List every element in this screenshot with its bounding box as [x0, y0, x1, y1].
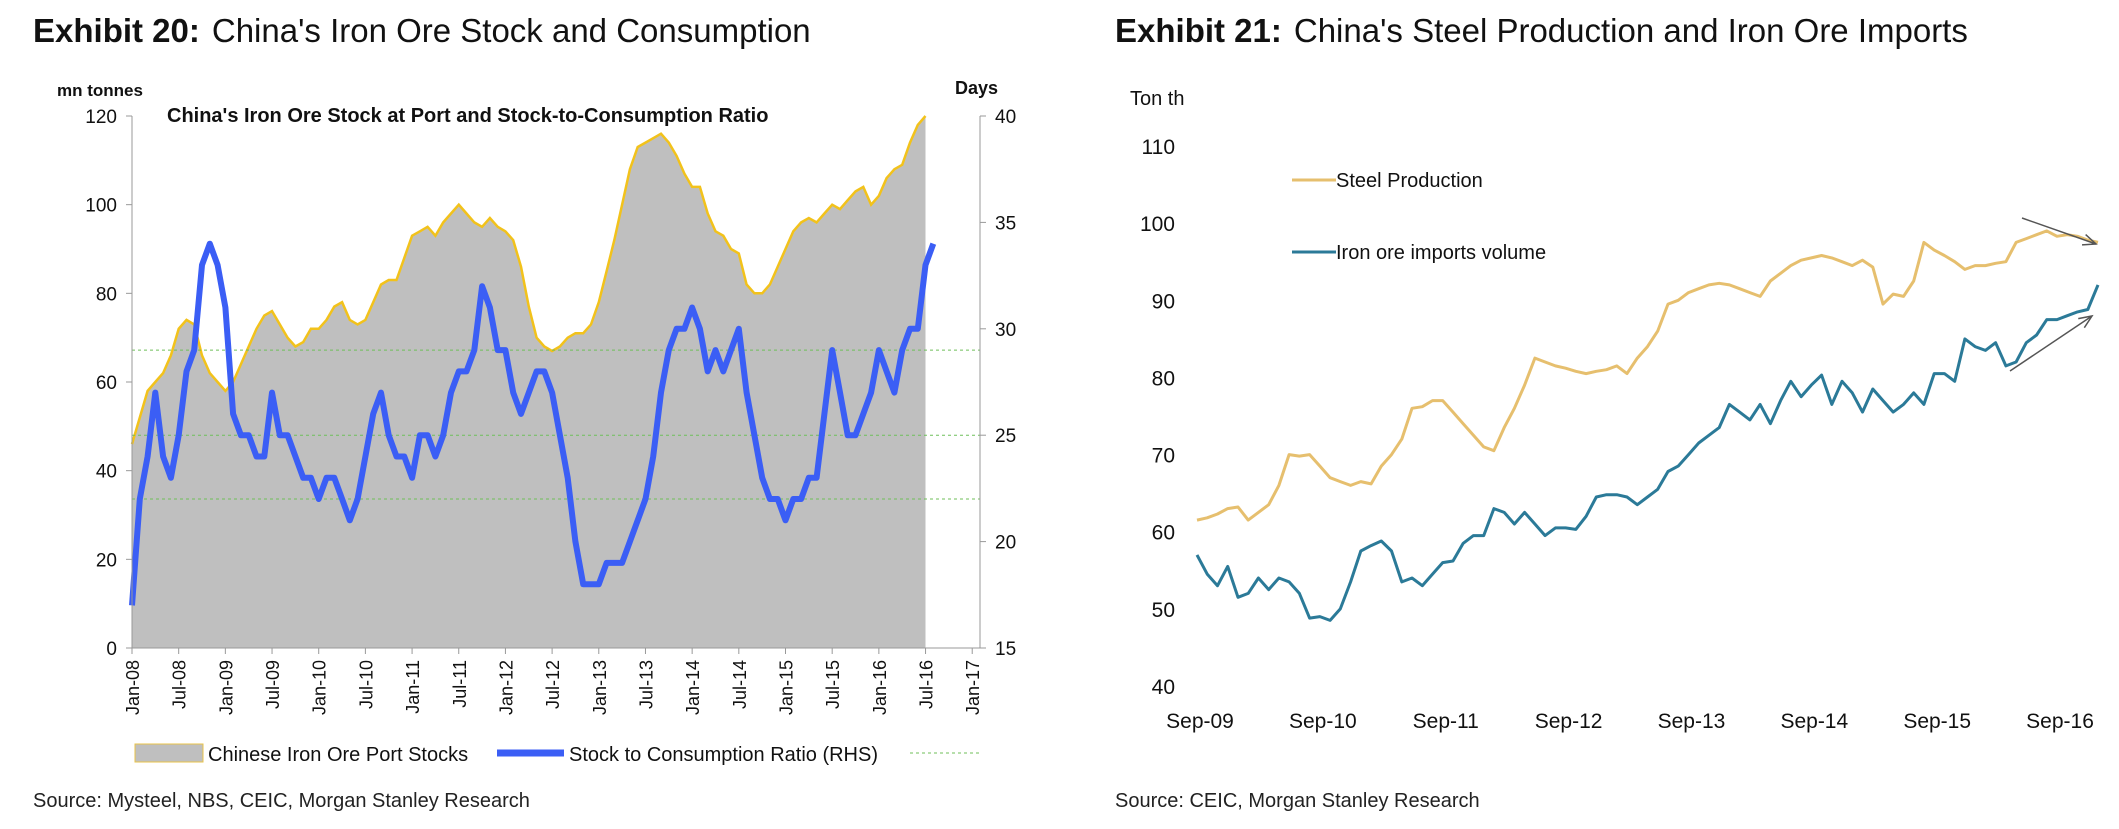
x-tick-label: Sep-12: [1535, 710, 1603, 733]
x-tick-label: Jan-11: [403, 660, 423, 714]
y-tick-label-left: 20: [96, 550, 117, 571]
steel-production-chart: 40 50 60 70 80 90 100 110 Sep-09 Sep-10 Sep-11 Sep-…: [1130, 88, 2100, 733]
x-tick-label: Sep-11: [1413, 710, 1479, 733]
y-tick-label: 40: [1152, 676, 1175, 699]
steel-production-line: [1196, 229, 2099, 522]
y-tick-label: 70: [1152, 445, 1175, 468]
legend-label-imports: Iron ore imports volume: [1336, 242, 1546, 264]
exhibit-20-label: Exhibit 20:: [33, 12, 200, 49]
x-tick-label: Sep-15: [1903, 710, 1971, 733]
x-tick-label: Sep-09: [1166, 710, 1234, 733]
y-axis-label-right: Days: [955, 78, 998, 98]
x-tick-label: Jul-16: [917, 660, 937, 709]
x-tick-label: Jul-09: [263, 660, 283, 709]
y-tick-label-right: 30: [995, 320, 1016, 341]
arrow-up-right-shaft: [2009, 315, 2093, 372]
y-axis-label-left: mn tonnes: [57, 81, 143, 100]
x-tick-label: Jan-08: [123, 660, 143, 715]
stock-consumption-ratio-line: [129, 240, 937, 606]
exhibit-21-source: Source: CEIC, Morgan Stanley Research: [1115, 790, 1480, 812]
chart-title: China's Iron Ore Stock at Port and Stock…: [167, 105, 768, 127]
y-tick-label-right: 35: [995, 213, 1016, 234]
x-tick-label: Sep-14: [1780, 710, 1848, 733]
x-tick-label: Sep-16: [2026, 710, 2094, 733]
x-tick-label: Jul-08: [170, 660, 190, 709]
x-tick-label: Jan-10: [310, 660, 330, 715]
x-tick-label: Sep-13: [1658, 710, 1726, 733]
y-tick-label-left: 80: [96, 284, 117, 305]
x-tick-label: Jul-15: [823, 660, 843, 709]
x-tick-label: Jan-14: [683, 660, 703, 715]
y-tick-label: 100: [1140, 213, 1175, 236]
y-tick-label-left: 60: [96, 373, 117, 394]
x-tick-label: Jan-12: [496, 660, 516, 715]
y-tick-label-right: 40: [995, 107, 1016, 128]
y-tick-label: 90: [1152, 290, 1175, 313]
exhibit-21-label: Exhibit 21:: [1115, 12, 1282, 49]
x-tick-label: Jan-15: [777, 660, 797, 715]
arrow-up-right-head: [2078, 314, 2094, 329]
x-tick-label: Jul-14: [730, 660, 750, 709]
exhibit-20-source: Source: Mysteel, NBS, CEIC, Morgan Stanl…: [33, 790, 530, 812]
y-tick-label-left: 120: [85, 107, 117, 128]
x-tick-label: Jan-13: [590, 660, 610, 715]
exhibit-20-heading: China's Iron Ore Stock and Consumption: [211, 12, 811, 49]
arrow-down-right-head: [2081, 234, 2098, 246]
y-tick-label: 60: [1152, 522, 1175, 545]
legend-label-port-stocks: Chinese Iron Ore Port Stocks: [208, 744, 468, 766]
port-stocks-outline: [130, 115, 927, 445]
exhibit-20-title: Exhibit 20: China's Iron Ore Stock and Co…: [33, 12, 811, 50]
y-tick-label-right: 15: [995, 639, 1016, 660]
arrow-down-right-shaft: [2021, 217, 2097, 245]
legend-label-steel: Steel Production: [1336, 170, 1483, 192]
x-tick-label: Jul-13: [636, 660, 656, 709]
x-tick-label: Jan-16: [870, 660, 890, 715]
legend-swatch-port-stocks: [134, 743, 204, 763]
y-tick-label-left: 100: [85, 196, 117, 217]
y-axis-label: Ton th: [1130, 88, 1184, 110]
x-tick-label: Jan-17: [963, 660, 983, 715]
x-tick-label: Jul-10: [356, 660, 376, 709]
x-tick-label: Jul-12: [543, 660, 563, 709]
y-tick-label-left: 0: [106, 639, 117, 660]
y-tick-label: 80: [1152, 367, 1175, 390]
y-tick-label-right: 25: [995, 426, 1016, 447]
x-tick-label: Jul-11: [450, 660, 470, 708]
x-tick-label: Jan-09: [216, 660, 236, 715]
legend-label-ratio: Stock to Consumption Ratio (RHS): [569, 744, 878, 766]
exhibit-21-title: Exhibit 21: China's Steel Production and …: [1115, 12, 1968, 50]
x-tick-label: Sep-10: [1289, 710, 1357, 733]
exhibit-21-heading: China's Steel Production and Iron Ore Im…: [1293, 12, 1968, 49]
y-tick-label: 110: [1142, 136, 1175, 159]
y-tick-label-left: 40: [96, 462, 117, 483]
port-stocks-area: [132, 116, 926, 648]
y-tick-label-right: 20: [995, 533, 1016, 554]
iron-ore-stock-chart: 0 20 40 60 80 100 120 15 20 25 30 35 40 Jan-08 Jul-08 J…: [57, 78, 1016, 766]
y-tick-label: 50: [1152, 599, 1175, 622]
iron-ore-imports-line: [1195, 284, 2100, 622]
